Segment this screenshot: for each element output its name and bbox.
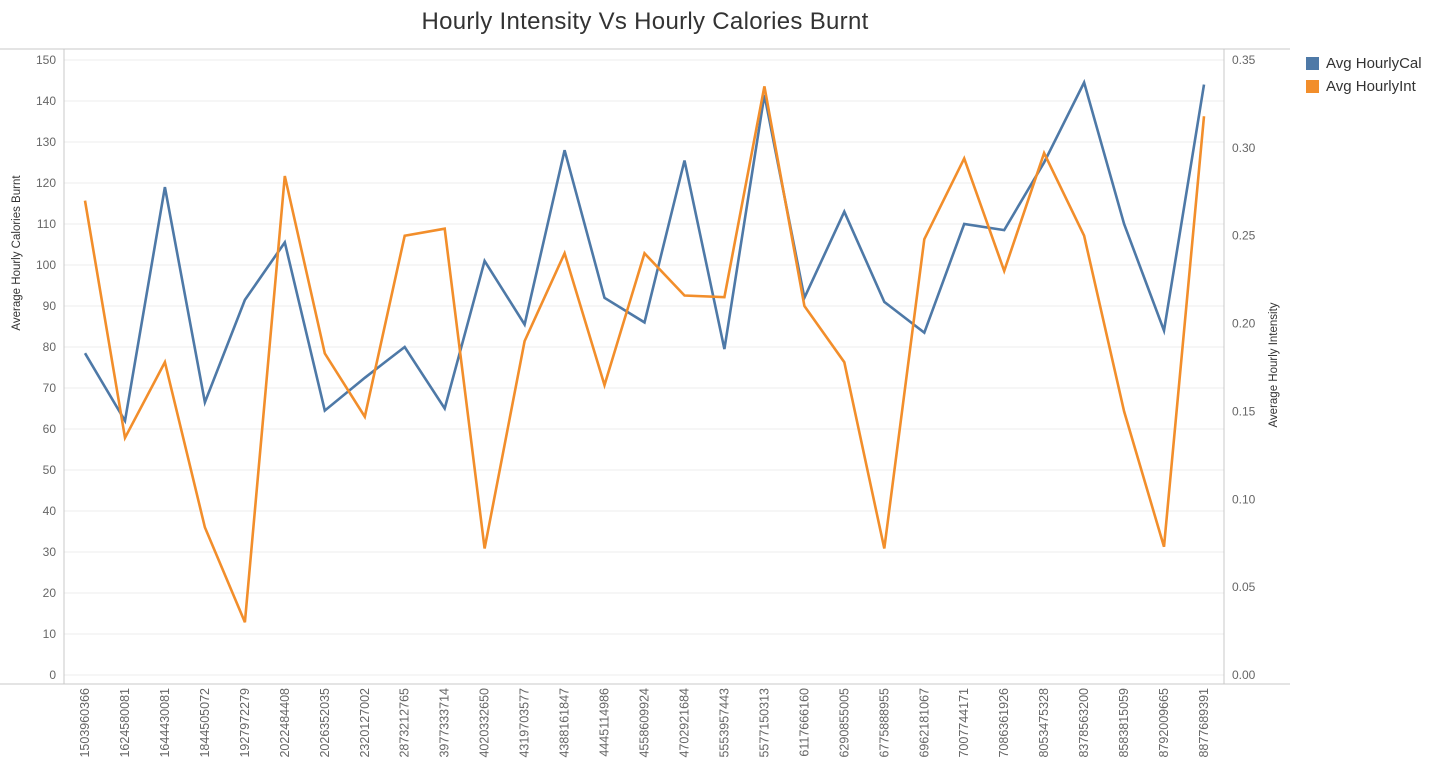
x-tick-label: 6962181067 <box>917 688 931 758</box>
y-tick-label: 140 <box>36 94 56 108</box>
chart-title: Hourly Intensity Vs Hourly Calories Burn… <box>421 8 869 35</box>
series-line-hourly-cal <box>83 78 1206 425</box>
x-tick-label: 8792009665 <box>1157 688 1171 758</box>
line-chart: 0 10 20 30 40 50 60 70 80 90 100 110 120 130 140 150 0.… <box>0 48 1290 758</box>
right-axis-ticks: 0.00 0.05 0.10 0.15 0.20 0.25 0.30 0.35 <box>1232 53 1256 682</box>
x-tick-label: 5553957443 <box>717 688 731 758</box>
x-tick-label: 1624580081 <box>118 688 132 758</box>
y2-axis-label: Average Hourly Intensity <box>1268 302 1280 427</box>
y2-tick-label: 0.10 <box>1232 492 1256 506</box>
y-tick-label: 50 <box>43 463 57 477</box>
legend: Avg HourlyCal Avg HourlyInt <box>1306 52 1422 98</box>
x-axis-ticks: 1503960366 1624580081 1644430081 1844505072… <box>78 688 1211 758</box>
x-tick-label: 4020332650 <box>478 688 492 758</box>
x-tick-label: 1844505072 <box>198 688 212 758</box>
x-tick-label: 8583815059 <box>1117 688 1131 758</box>
x-tick-label: 2022484408 <box>278 688 292 758</box>
series-lines <box>83 78 1206 623</box>
x-tick-label: 8378563200 <box>1077 688 1091 758</box>
x-tick-label: 2320127002 <box>358 688 372 758</box>
y-tick-label: 40 <box>43 504 57 518</box>
y-tick-label: 0 <box>49 668 56 682</box>
x-tick-label: 6775888955 <box>877 688 891 758</box>
y-tick-label: 90 <box>43 299 57 313</box>
x-tick-label: 4445114986 <box>598 688 612 757</box>
x-tick-label: 4319703577 <box>518 688 532 758</box>
x-tick-label: 8053475328 <box>1037 688 1051 758</box>
legend-swatch-hourly-cal <box>1306 57 1319 70</box>
x-tick-label: 1927972279 <box>238 688 252 758</box>
x-tick-label: 4558609924 <box>638 688 652 758</box>
x-tick-label: 7086361926 <box>997 688 1011 758</box>
left-axis-ticks: 0 10 20 30 40 50 60 70 80 90 100 110 120 130 140 150 <box>36 53 56 682</box>
y-tick-label: 20 <box>43 586 57 600</box>
y-tick-label: 60 <box>43 422 57 436</box>
y-tick-label: 110 <box>37 217 56 231</box>
y-tick-label: 130 <box>36 135 56 149</box>
y2-tick-label: 0.30 <box>1232 141 1256 155</box>
axes <box>0 48 1290 685</box>
y-tick-label: 100 <box>36 258 56 272</box>
y2-tick-label: 0.15 <box>1232 404 1256 418</box>
legend-item: Avg HourlyCal <box>1306 52 1422 75</box>
y-tick-label: 30 <box>43 545 57 559</box>
y2-tick-label: 0.05 <box>1232 580 1256 594</box>
legend-swatch-hourly-int <box>1306 80 1319 93</box>
y2-tick-label: 0.00 <box>1232 668 1256 682</box>
x-tick-label: 6290855005 <box>837 688 851 758</box>
gridlines <box>64 59 1224 676</box>
x-tick-label: 1503960366 <box>78 688 92 758</box>
x-tick-label: 7007744171 <box>957 688 971 758</box>
x-tick-label: 8877689391 <box>1197 688 1211 758</box>
legend-item: Avg HourlyInt <box>1306 75 1422 98</box>
x-tick-label: 4388161847 <box>558 688 572 758</box>
y-tick-label: 120 <box>36 176 56 190</box>
y2-tick-label: 0.25 <box>1232 229 1256 243</box>
x-tick-label: 2026352035 <box>318 688 332 758</box>
y-tick-label: 150 <box>36 53 56 67</box>
x-tick-label: 2873212765 <box>398 688 412 758</box>
x-tick-label: 6117666160 <box>797 688 811 757</box>
y-tick-label: 80 <box>43 340 57 354</box>
series-line-hourly-int <box>83 86 1206 623</box>
x-tick-label: 1644430081 <box>158 688 172 758</box>
y2-tick-label: 0.20 <box>1232 317 1256 331</box>
legend-label: Avg HourlyInt <box>1326 78 1416 95</box>
x-tick-label: 3977333714 <box>438 688 452 758</box>
y-tick-label: 70 <box>43 381 57 395</box>
y-tick-label: 10 <box>43 627 57 641</box>
legend-label: Avg HourlyCal <box>1326 55 1422 72</box>
y-axis-label: Average Hourly Calories Burnt <box>11 175 23 331</box>
x-tick-label: 5577150313 <box>757 688 771 758</box>
x-tick-label: 4702921684 <box>677 688 691 758</box>
y2-tick-label: 0.35 <box>1232 53 1256 67</box>
